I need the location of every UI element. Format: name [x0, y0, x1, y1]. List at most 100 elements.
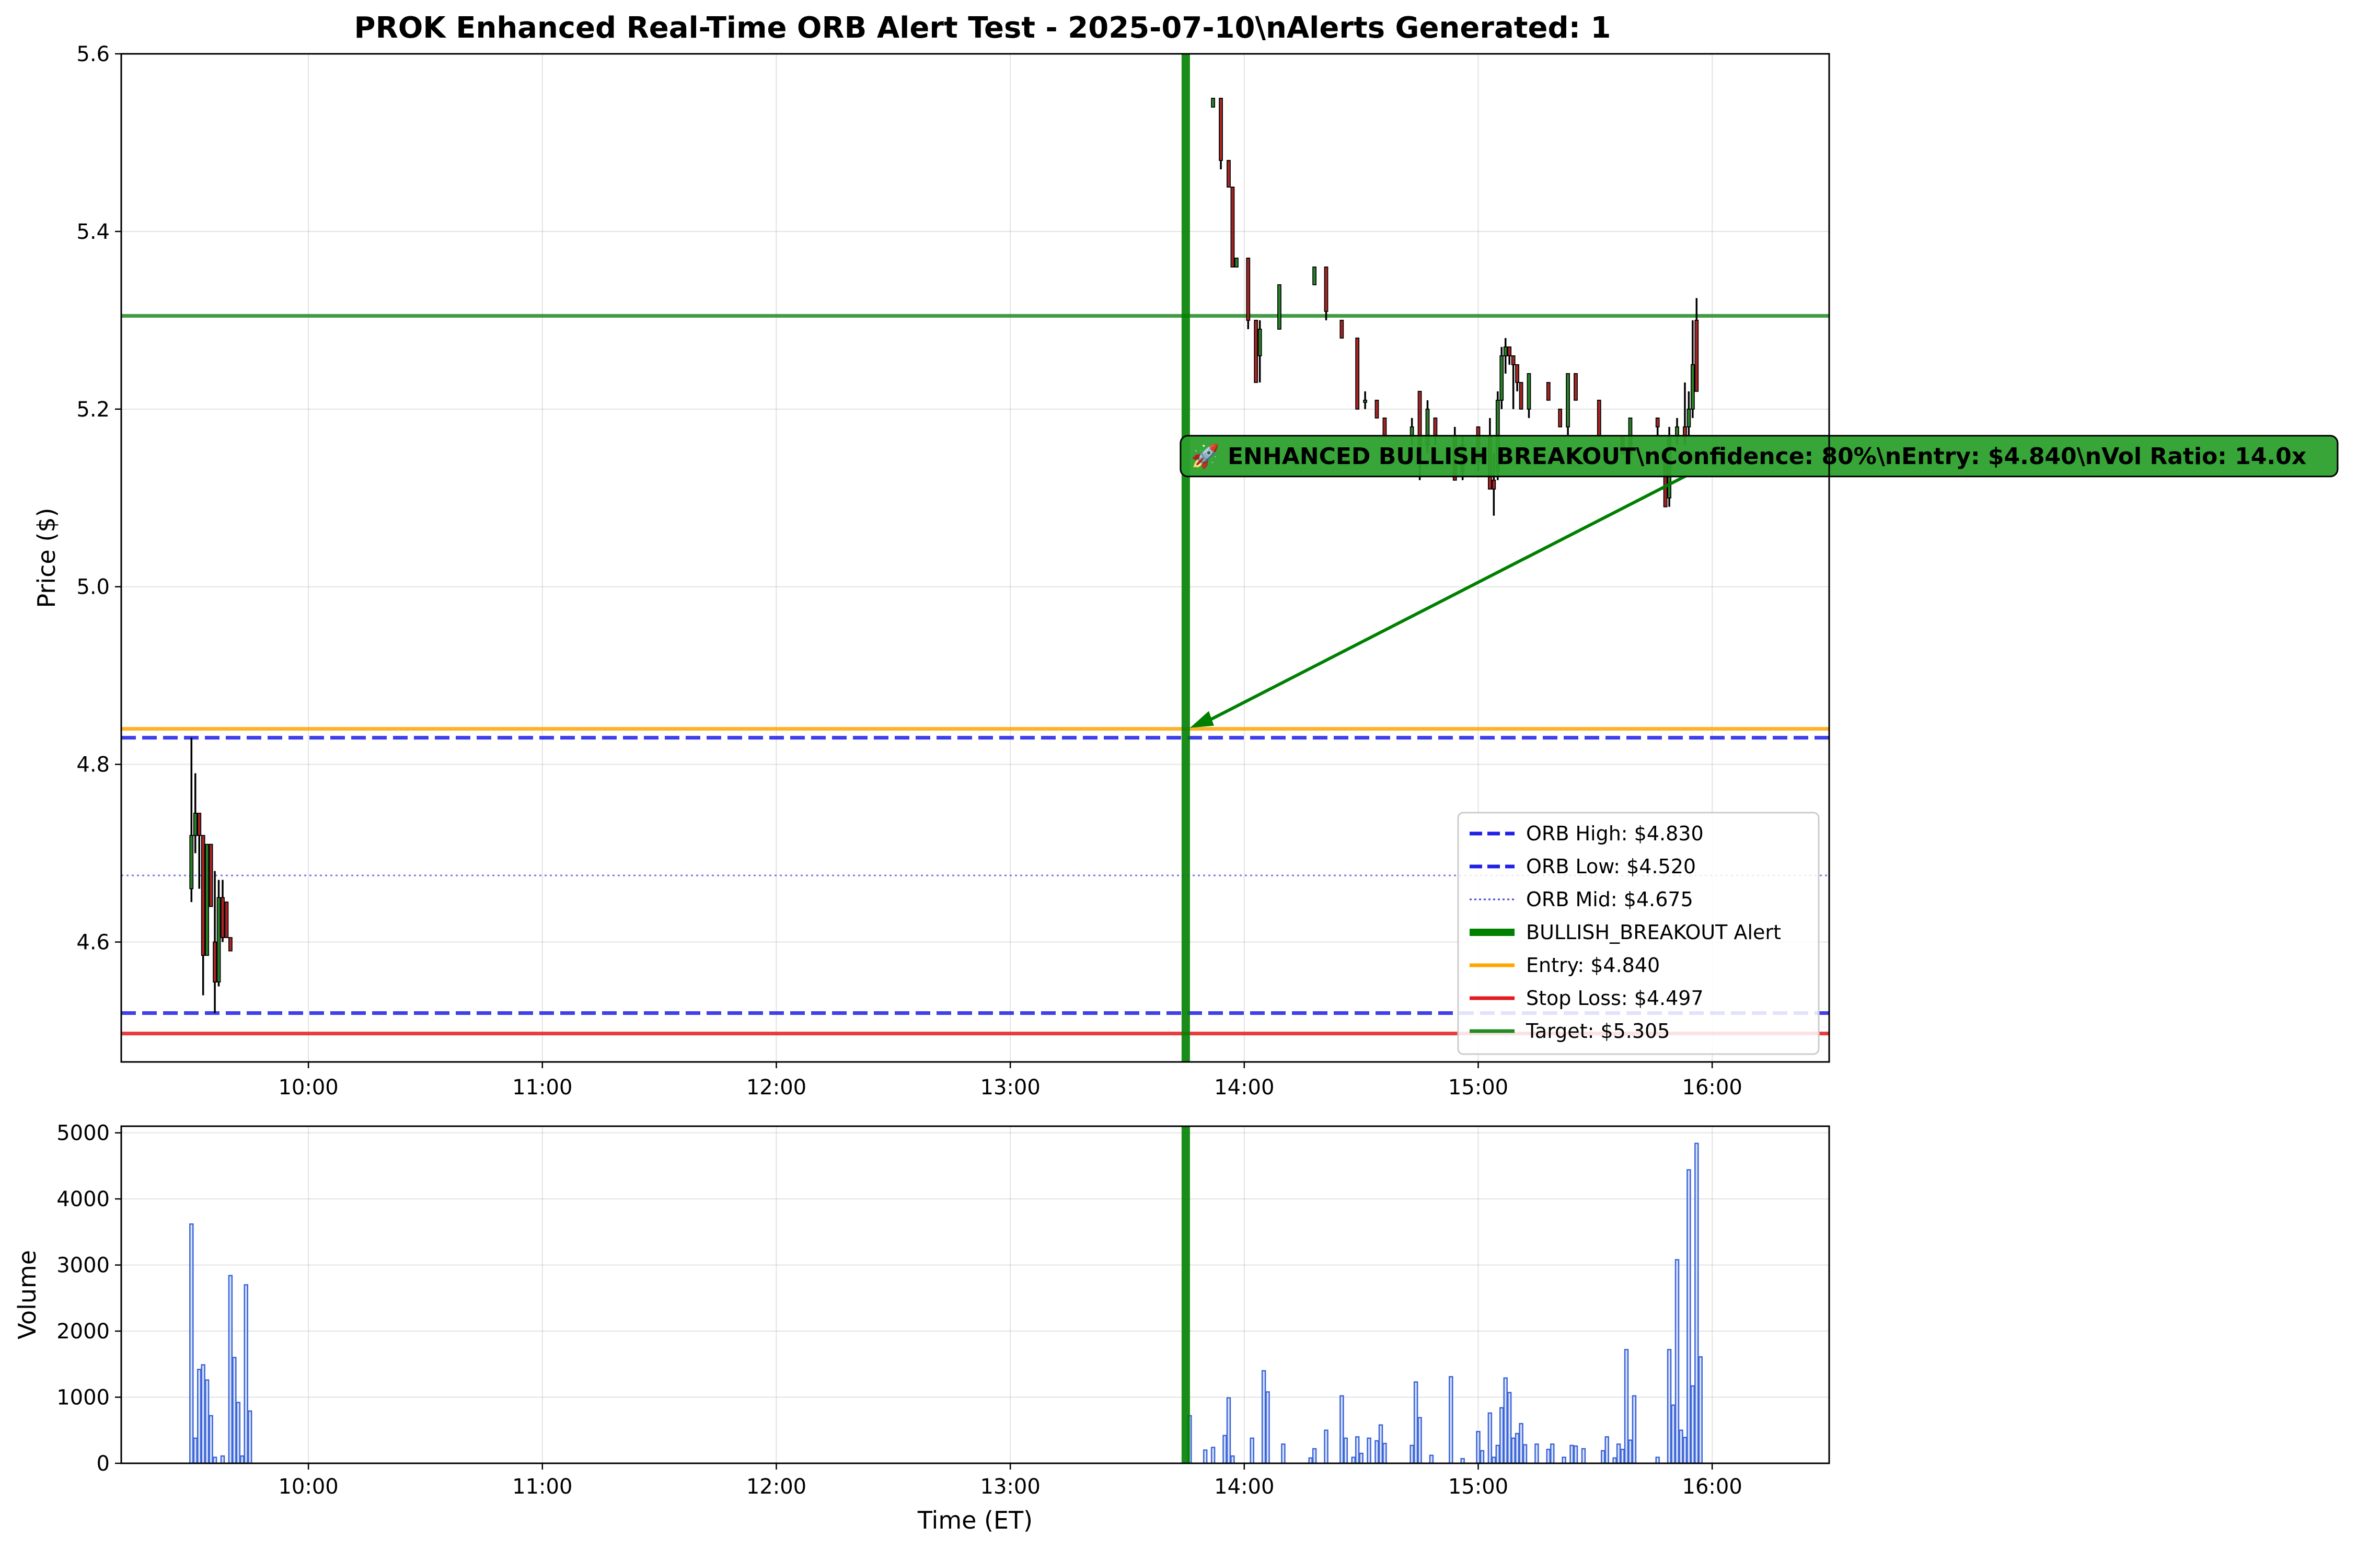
- volume-bar: [1507, 1392, 1512, 1464]
- candle: [1219, 98, 1223, 169]
- candle-body-down: [197, 813, 202, 836]
- candle-body-down: [201, 835, 205, 956]
- candle-body-up: [216, 897, 221, 982]
- volume-bar: [1230, 1455, 1235, 1464]
- candle-body-down: [1515, 364, 1519, 383]
- volume-bar: [1616, 1443, 1621, 1464]
- candle: [189, 737, 194, 903]
- volume-bar: [1628, 1439, 1633, 1464]
- volume-bar: [1417, 1417, 1422, 1464]
- legend-entry-label: BULLISH_BREAKOUT Alert: [1526, 921, 1781, 944]
- candle-body-down: [224, 901, 229, 938]
- volume-bar: [1281, 1443, 1286, 1464]
- candle-body-up: [1690, 364, 1695, 410]
- price-axes-frame: [120, 53, 1830, 1063]
- volume-bar: [1601, 1450, 1605, 1464]
- volume-bar: [1686, 1169, 1691, 1464]
- candle-body-down: [213, 941, 217, 982]
- candle: [1227, 160, 1231, 188]
- candle: [1597, 399, 1601, 436]
- candle-body-up: [1409, 426, 1414, 436]
- candle-body-up: [1363, 399, 1368, 403]
- volume-bar: [1698, 1356, 1703, 1464]
- candle: [1655, 417, 1660, 436]
- breakout-annotation: 🚀 ENHANCED BULLISH BREAKOUT\nConfidence:…: [1180, 435, 2339, 728]
- volume-bar: [1562, 1456, 1566, 1464]
- volume-bar: [1499, 1407, 1504, 1464]
- volume-bar: [1355, 1436, 1360, 1464]
- volume-bar: [197, 1369, 202, 1464]
- volume-bar: [232, 1357, 237, 1464]
- volume-y-tick-label: 3000: [56, 1254, 110, 1278]
- candle-body-down: [1694, 319, 1699, 392]
- candle-body-down: [1374, 399, 1379, 419]
- volume-bar: [189, 1223, 194, 1464]
- candle-body-down: [1597, 399, 1601, 436]
- volume-bar: [1312, 1448, 1317, 1464]
- candle-body-down: [1339, 319, 1344, 339]
- volume-bar: [1511, 1437, 1516, 1464]
- volume-bar: [1495, 1444, 1500, 1464]
- candle: [1511, 355, 1516, 409]
- candle: [1566, 373, 1570, 436]
- volume-bar: [1546, 1449, 1551, 1464]
- volume-bar: [1429, 1454, 1434, 1464]
- candle-body-up: [1211, 98, 1216, 108]
- candle: [1355, 337, 1360, 410]
- volume-bar: [1413, 1381, 1418, 1464]
- candle-body-up: [1499, 355, 1504, 401]
- candle-body-up: [189, 835, 194, 889]
- volume-bar: [1569, 1444, 1574, 1464]
- candle: [1363, 391, 1368, 409]
- volume-bar: [1308, 1457, 1313, 1464]
- candle: [1515, 364, 1519, 391]
- price-y-tick-label: 5.4: [76, 220, 110, 244]
- volume-bar: [220, 1455, 225, 1464]
- volume-y-tick-label: 1000: [56, 1386, 110, 1410]
- volume-panel: 10:00 11:00 12:00 13:00 14:00 15:00 16:00 0 100…: [13, 1122, 1830, 1534]
- candle-body-down: [221, 897, 225, 938]
- legend-entry-label: ORB Mid: $4.675: [1526, 888, 1693, 911]
- candle-body-down: [1230, 187, 1235, 268]
- volume-bar: [1550, 1443, 1555, 1464]
- candle-body-down: [1683, 426, 1687, 436]
- volume-bar: [1382, 1442, 1387, 1464]
- candle: [221, 880, 225, 942]
- price-x-tick-label: 13:00: [980, 1076, 1041, 1100]
- volume-bar: [204, 1379, 210, 1464]
- volume-bar: [1492, 1456, 1496, 1464]
- candle: [1230, 187, 1235, 268]
- candle-body-up: [1234, 257, 1239, 268]
- candle: [1694, 298, 1699, 392]
- volume-bar: [1374, 1440, 1379, 1464]
- candle: [1686, 391, 1691, 436]
- candle: [1374, 399, 1379, 419]
- candle-body-up: [1527, 373, 1531, 410]
- volume-x-tick-label: 15:00: [1448, 1475, 1508, 1499]
- volume-bar: [1679, 1429, 1683, 1464]
- price-x-tick-label: 15:00: [1448, 1076, 1508, 1100]
- candle: [1558, 408, 1563, 427]
- volume-x-tick-label: 12:00: [746, 1475, 806, 1499]
- candle-body-down: [1519, 382, 1523, 410]
- volume-bar: [228, 1275, 233, 1464]
- candle: [209, 843, 213, 907]
- volume-bar: [1519, 1423, 1523, 1464]
- candle-body-down: [209, 843, 213, 907]
- price-y-axis-label: Price ($): [32, 508, 61, 608]
- candle: [1690, 320, 1695, 418]
- candle: [205, 843, 210, 956]
- candle-body-down: [1219, 98, 1223, 161]
- legend-entry-label: ORB High: $4.830: [1526, 822, 1704, 845]
- annotation-arrow-shaft: [1204, 474, 1687, 724]
- candle-body-up: [1257, 328, 1262, 356]
- candle: [1546, 382, 1551, 401]
- price-y-tick-label: 4.8: [76, 753, 110, 777]
- volume-x-ticks: 10:00 11:00 12:00 13:00 14:00 15:00 16:00: [278, 1463, 1742, 1499]
- price-x-tick-label: 12:00: [746, 1076, 806, 1100]
- volume-bar: [1343, 1437, 1348, 1464]
- volume-y-ticks: 0 1000 2000 3000 4000 5000: [56, 1122, 121, 1476]
- candle: [1503, 338, 1508, 374]
- volume-bar: [1620, 1449, 1625, 1464]
- volume-bar: [1503, 1377, 1508, 1464]
